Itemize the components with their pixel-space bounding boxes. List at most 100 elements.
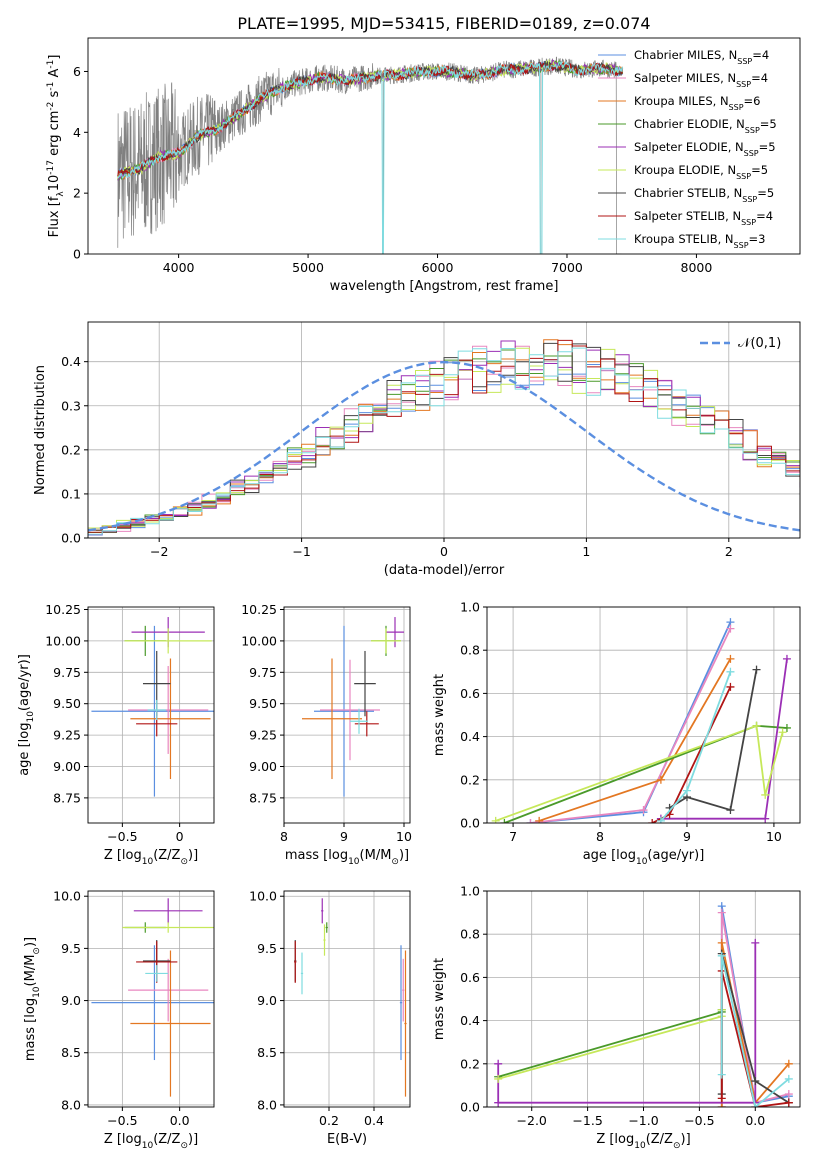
y-tick-label: 0.8 bbox=[460, 927, 480, 942]
errorbar-point-8 bbox=[147, 699, 166, 721]
axes-frame bbox=[87, 606, 215, 824]
y-tick-label: 8.5 bbox=[257, 1045, 277, 1060]
x-axis-label: Z [log10(Z/Z⊙)] bbox=[596, 1132, 690, 1151]
weight-marker bbox=[717, 938, 726, 947]
errorbar-point-2 bbox=[130, 950, 211, 1097]
errorbar-point-0 bbox=[399, 945, 403, 1061]
weight-marker bbox=[761, 790, 770, 799]
axes-mass-vs-Z: −0.5 0.0 8.0 8.5 9.0 9.5 10.0 Z [log10(Z/Z⊙)] ma… bbox=[23, 889, 215, 1151]
y-tick-label: 9.75 bbox=[53, 665, 81, 680]
y-tick-label: 0.3 bbox=[61, 398, 81, 413]
legend-entry: Salpeter ELODIE, NSSP=5 bbox=[634, 140, 776, 158]
plot-area bbox=[91, 617, 214, 797]
weight-marker bbox=[717, 951, 726, 960]
x-axis-label: age [log10(age/yr)] bbox=[583, 848, 705, 867]
x-tick-label: 0 bbox=[176, 829, 184, 844]
weight-marker bbox=[784, 1098, 793, 1107]
histogram-2 bbox=[88, 339, 800, 538]
x-axis-label: E(B-V) bbox=[327, 1132, 367, 1147]
x-tick-label: 10 bbox=[396, 829, 412, 844]
y-tick-label: 0 bbox=[73, 247, 81, 262]
axes-frame bbox=[87, 37, 801, 255]
x-tick-label: −2 bbox=[150, 544, 168, 559]
weight-marker bbox=[752, 665, 761, 674]
y-tick-label: 9.75 bbox=[249, 665, 277, 680]
weight-marker bbox=[526, 819, 535, 823]
x-tick-label: 2 bbox=[725, 544, 733, 559]
plot-area bbox=[491, 618, 791, 823]
errorbar-point-4 bbox=[133, 898, 203, 924]
weight-line-1 bbox=[530, 628, 732, 823]
y-tick-label: 0.6 bbox=[460, 686, 480, 701]
errorbar-point-0 bbox=[91, 625, 214, 797]
y-axis-label: Flux [fλ10-17 erg cm-2 s-1 A-1] bbox=[46, 55, 66, 238]
x-tick-label: 7 bbox=[509, 829, 517, 844]
x-axis-label: wavelength [Angstrom, rest frame] bbox=[330, 279, 559, 294]
y-tick-label: 10.0 bbox=[249, 889, 277, 904]
weight-marker bbox=[491, 816, 500, 823]
errorbar-point-1 bbox=[320, 659, 380, 761]
x-tick-label: 0.2 bbox=[319, 1113, 339, 1128]
plot-area bbox=[302, 617, 404, 797]
y-tick-label: 4 bbox=[73, 125, 81, 140]
y-tick-label: 0.8 bbox=[460, 643, 480, 658]
errorbar-point-2 bbox=[130, 658, 211, 780]
errorbar-point-4 bbox=[386, 617, 404, 648]
weight-line-6 bbox=[669, 669, 758, 812]
x-tick-label: 0.0 bbox=[745, 1113, 765, 1128]
weight-marker bbox=[782, 654, 791, 663]
errorbar-point-6 bbox=[354, 650, 376, 717]
x-tick-label: 9 bbox=[683, 829, 691, 844]
x-tick-label: 10 bbox=[766, 829, 782, 844]
y-tick-label: 10.00 bbox=[45, 633, 81, 648]
legend-entry: Chabrier MILES, NSSP=4 bbox=[634, 48, 769, 66]
weight-marker bbox=[751, 1077, 760, 1086]
x-axis-label: Z [log10(Z/Z⊙)] bbox=[104, 1132, 198, 1151]
histogram-8 bbox=[88, 347, 800, 538]
gaussian-curve bbox=[88, 360, 800, 532]
axes-weight-vs-age: 7 8 9 10 0.0 0.2 0.4 0.6 0.8 1.0 age [log10(age/yr… bbox=[432, 600, 801, 867]
y-tick-label: 0.4 bbox=[460, 1013, 480, 1028]
y-tick-label: 0.0 bbox=[460, 816, 480, 831]
y-tick-label: 9.00 bbox=[249, 759, 277, 774]
weight-marker bbox=[778, 728, 787, 737]
spectrum-legend: Chabrier MILES, NSSP=4 Salpeter MILES, NS… bbox=[598, 48, 777, 250]
weight-marker bbox=[717, 1094, 726, 1103]
y-tick-label: 9.25 bbox=[249, 728, 277, 743]
weight-marker bbox=[751, 1103, 760, 1107]
weight-marker bbox=[751, 938, 760, 947]
axes-frame bbox=[486, 606, 801, 824]
y-tick-label: 8.75 bbox=[53, 790, 81, 805]
y-tick-label: 2 bbox=[73, 186, 81, 201]
observed-spectrum bbox=[117, 56, 622, 254]
x-tick-label: −1 bbox=[292, 544, 310, 559]
weight-marker bbox=[494, 1059, 503, 1068]
errorbar-point-0 bbox=[91, 945, 214, 1061]
weight-marker bbox=[784, 1074, 793, 1083]
plot-area bbox=[494, 902, 793, 1107]
x-tick-label: 8 bbox=[596, 829, 604, 844]
axes-weight-vs-Z: −2.0 −1.5 −1.0 −0.5 0.0 0.0 0.2 0.4 0.6 0.8 1.0 Z [… bbox=[432, 884, 801, 1151]
x-tick-label: −0.5 bbox=[107, 1113, 137, 1128]
y-tick-label: 9.50 bbox=[53, 696, 81, 711]
weight-marker bbox=[656, 816, 665, 823]
y-tick-label: 9.5 bbox=[257, 941, 277, 956]
x-tick-label: 8 bbox=[280, 829, 288, 844]
weight-marker bbox=[717, 1103, 726, 1107]
axes-mass-vs-EBV: 0.2 0.4 8.0 8.5 9.0 9.5 10.0 E(B-V) bbox=[249, 889, 411, 1147]
y-tick-label: 0.2 bbox=[61, 442, 81, 457]
weight-marker bbox=[726, 624, 735, 633]
plot-area bbox=[294, 898, 407, 1097]
y-tick-label: 8.0 bbox=[257, 1097, 277, 1112]
weight-marker bbox=[648, 819, 657, 823]
weight-marker bbox=[494, 1074, 503, 1083]
weight-marker bbox=[682, 786, 691, 795]
errorbar-point-2 bbox=[404, 950, 407, 1097]
x-tick-label: 8000 bbox=[681, 260, 713, 275]
y-tick-label: 8.75 bbox=[249, 790, 277, 805]
y-tick-label: 8.0 bbox=[61, 1097, 81, 1112]
weight-marker bbox=[726, 667, 735, 676]
y-tick-label: 10.25 bbox=[241, 602, 277, 617]
y-axis-label: Normed distribution bbox=[33, 365, 48, 495]
legend-entry: Kroupa MILES, NSSP=6 bbox=[634, 94, 760, 112]
